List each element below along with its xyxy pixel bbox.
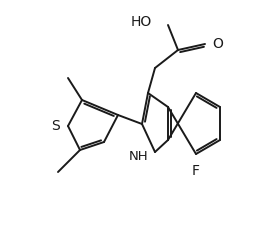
Text: NH: NH (128, 150, 148, 164)
Text: HO: HO (131, 15, 152, 29)
Text: S: S (51, 119, 59, 133)
Text: F: F (192, 164, 200, 178)
Text: O: O (212, 37, 223, 51)
